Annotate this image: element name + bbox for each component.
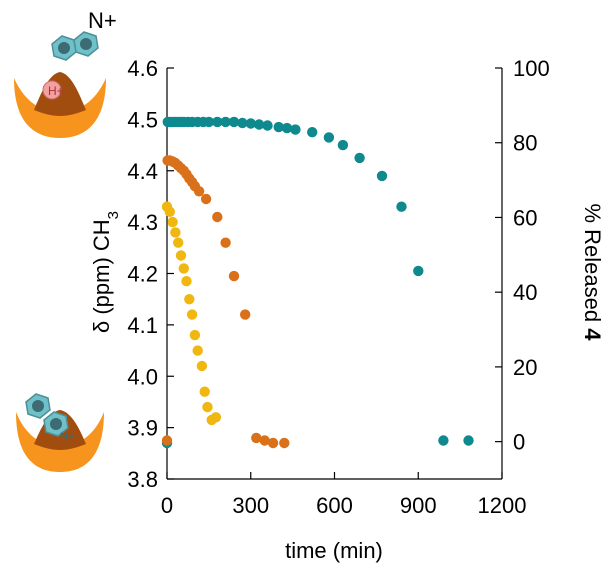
data-point — [267, 437, 279, 449]
data-point — [251, 432, 262, 444]
host-guest-bound-icon: N+ H+ — [14, 8, 117, 138]
host-cup-top: H+ — [14, 72, 106, 138]
y-right-axis-title-bold: 4 — [580, 328, 605, 341]
y-right-axis-title-text: % Released — [580, 204, 605, 329]
data-point — [228, 270, 240, 282]
data-point — [259, 435, 270, 446]
y-right-tick-label: 20 — [513, 355, 537, 380]
data-point — [202, 401, 213, 413]
data-point — [178, 263, 189, 274]
y-left-axis-ticks: 3.8 3.9 4.0 4.1 4.2 4.3 4.4 4.5 4.6 — [127, 56, 174, 492]
data-point — [170, 227, 181, 238]
data-point — [323, 132, 335, 143]
data-point — [161, 435, 173, 446]
data-point — [279, 437, 290, 449]
y-left-tick-label: 4.5 — [127, 107, 158, 132]
y-left-tick-label: 4.1 — [127, 313, 158, 338]
data-point — [167, 216, 178, 228]
data-point — [189, 329, 201, 341]
data-point — [199, 386, 210, 397]
data-point — [200, 193, 212, 205]
x-tick-label: 300 — [232, 493, 269, 518]
x-tick-label: 1200 — [478, 493, 527, 518]
data-point — [413, 265, 424, 277]
y-left-axis-title-symbol: δ — [89, 321, 114, 333]
data-point — [237, 117, 248, 129]
data-point — [186, 309, 198, 320]
data-point — [262, 120, 273, 131]
data-point — [463, 435, 474, 446]
data-point — [438, 435, 449, 446]
data-point — [220, 237, 231, 248]
data-point — [281, 122, 293, 134]
x-tick-label: 0 — [161, 493, 173, 518]
x-axis-ticks: 0 300 600 900 1200 — [161, 472, 527, 518]
y-left-tick-label: 4.3 — [127, 210, 158, 235]
x-axis-title: time (min) — [285, 538, 383, 563]
y-left-axis-title-text: (ppm) CH — [89, 219, 114, 320]
y-left-tick-label: 4.4 — [127, 159, 158, 184]
data-point — [290, 124, 301, 135]
series-3 — [161, 201, 222, 426]
data-point — [196, 360, 208, 372]
host-guest-released-icon: N+ — [16, 393, 104, 472]
y-left-tick-label: 4.0 — [127, 364, 158, 389]
data-point — [240, 309, 251, 320]
host-proton-top: H+ — [48, 84, 64, 98]
y-right-axis-title: % Released 4 — [580, 204, 605, 342]
y-left-tick-label: 3.8 — [127, 467, 158, 492]
data-point — [253, 119, 265, 130]
data-point — [212, 211, 223, 223]
data-point — [354, 152, 365, 164]
data-point — [184, 294, 195, 305]
data-point — [396, 201, 407, 212]
y-left-tick-label: 4.2 — [127, 262, 158, 287]
y-right-axis-ticks: 0 20 40 60 80 100 — [495, 56, 550, 455]
y-right-tick-label: 40 — [513, 280, 537, 305]
data-point — [245, 118, 256, 129]
data-point — [210, 412, 222, 423]
data-point — [273, 121, 284, 133]
guest-charge-top: N+ — [88, 8, 117, 33]
y-left-axis-title-subscript: 3 — [105, 211, 122, 219]
guest-molecule-bottom: N+ — [25, 393, 74, 443]
data-point — [164, 206, 175, 217]
y-left-tick-label: 4.6 — [127, 56, 158, 81]
data-point — [181, 276, 192, 287]
y-right-tick-label: 100 — [513, 56, 550, 81]
x-tick-label: 900 — [400, 493, 437, 518]
y-left-tick-label: 3.9 — [127, 416, 158, 441]
guest-charge-bottom: N+ — [60, 431, 74, 443]
series-1 — [161, 116, 474, 449]
guest-molecule-top: N+ — [51, 8, 117, 61]
y-right-tick-label: 60 — [513, 205, 537, 230]
y-right-tick-label: 80 — [513, 131, 537, 156]
data-point — [337, 139, 349, 151]
data-point — [376, 170, 388, 182]
y-left-axis-title: δ (ppm) CH3 — [89, 211, 122, 333]
y-right-tick-label: 0 — [513, 430, 525, 455]
data-point — [193, 186, 205, 197]
axes: 0 300 600 900 1200 3.83.94.04.14.24.34.44.54… — [127, 56, 549, 518]
data-point — [203, 116, 215, 128]
data-point — [192, 345, 203, 356]
series-2 — [161, 155, 290, 449]
data-point — [175, 250, 187, 261]
x-tick-label: 600 — [316, 493, 353, 518]
data-point — [228, 116, 240, 128]
data-point — [220, 116, 231, 128]
data-point — [173, 237, 184, 248]
data-point — [307, 127, 318, 138]
data-point — [212, 116, 223, 128]
data-points — [161, 116, 474, 449]
